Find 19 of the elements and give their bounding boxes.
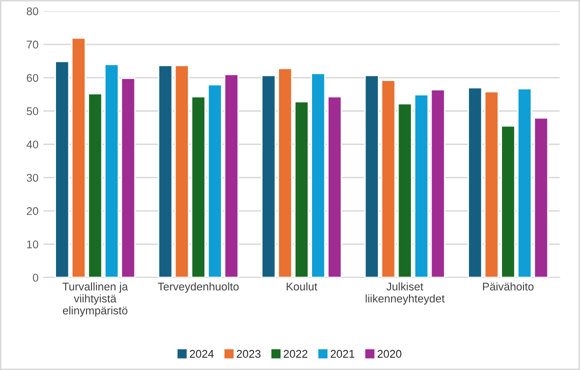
legend-label: 2020 — [378, 350, 402, 358]
legend-label: 2024 — [190, 350, 214, 358]
y-tick-label: 10 — [27, 240, 38, 248]
y-tick-label: 70 — [26, 40, 38, 49]
x-tick-label: Päivähoito — [483, 282, 534, 291]
y-tick-label: 60 — [26, 74, 38, 82]
legend-label: 2021 — [330, 350, 354, 358]
y-tick-label: 40 — [26, 140, 38, 148]
legend-label: 2023 — [236, 350, 260, 358]
legend-label: 2022 — [284, 350, 308, 358]
x-tick-label: Koulut — [286, 282, 318, 291]
y-tick-label: 50 — [26, 107, 38, 116]
y-tick-label: 20 — [26, 207, 38, 216]
x-tick-label: Julkiset liikenneyhteydet — [366, 282, 445, 305]
y-tick-label: 0 — [32, 274, 38, 282]
x-tick-label: Terveydenhuolto — [158, 282, 239, 293]
x-tick-label: Turvallinen ja viihtyistä elinympäristö — [62, 282, 128, 317]
y-tick-label: 30 — [26, 174, 38, 182]
y-tick-label: 80 — [26, 7, 38, 16]
